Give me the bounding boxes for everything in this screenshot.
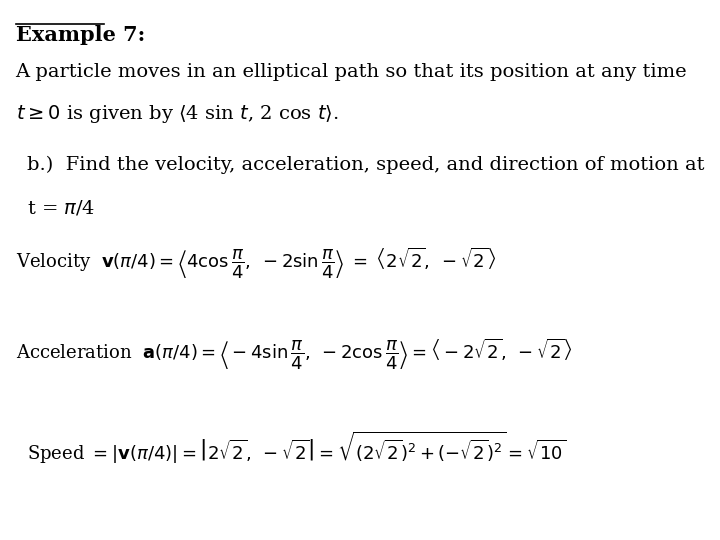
Text: Speed $= |\mathbf{v}(\pi/4)| = \left|2\sqrt{2},\;-\sqrt{2}\right|= \sqrt{(2\sqrt: Speed $= |\mathbf{v}(\pi/4)| = \left|2\s… [27,429,566,465]
Text: A particle moves in an elliptical path so that its position at any time: A particle moves in an elliptical path s… [16,63,687,80]
Text: Example 7:: Example 7: [16,25,145,45]
Text: b.)  Find the velocity, acceleration, speed, and direction of motion at: b.) Find the velocity, acceleration, spe… [27,156,704,174]
Text: Velocity  $\mathbf{v}(\pi/4) = \left\langle 4\cos\dfrac{\pi}{4},\;-2\sin\dfrac{\: Velocity $\mathbf{v}(\pi/4) = \left\lang… [16,246,496,281]
Text: $t \geq 0$ is given by $\langle$4 sin $t$, 2 cos $t\rangle$.: $t \geq 0$ is given by $\langle$4 sin $t… [16,103,338,125]
Text: Acceleration  $\mathbf{a}(\pi/4) = \left\langle -4\sin\dfrac{\pi}{4},\;-2\cos\df: Acceleration $\mathbf{a}(\pi/4) = \left\… [16,336,572,372]
Text: t = $\pi$/4: t = $\pi$/4 [27,198,95,217]
